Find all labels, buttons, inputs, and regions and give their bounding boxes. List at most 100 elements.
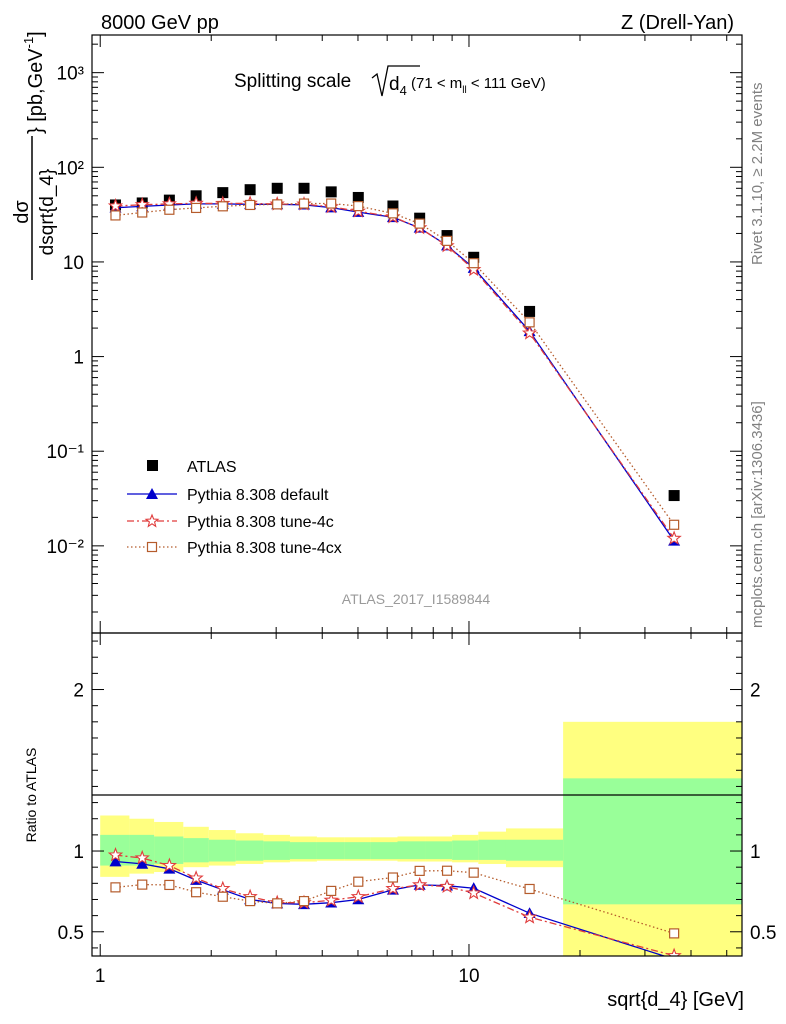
main-y-ticks: 10⁻² 10⁻¹ 1 10 10² 10³ [47,43,742,613]
ratio-point-tune4cx [110,882,121,893]
main-title: Splitting scale d4 (71 < mll < 111 GeV) [234,65,546,98]
main-point-atlas [217,187,229,199]
ratio-point-tune4cx [272,898,283,909]
ratio-point-tune4c [439,878,455,894]
main-point-tune4cx [137,207,148,218]
main-point-atlas [325,186,337,198]
x-tick-label: 10 [458,966,479,987]
ratio-point-tune4c [161,857,177,873]
ratio-band-inner [425,841,453,860]
ratio-band-inner [344,842,371,860]
ylabel-units: } [pb,GeV-1] [21,31,47,134]
header-right: Z (Drell-Yan) [621,12,734,34]
main-point-atlas [271,182,283,194]
main-point-atlas [244,184,256,196]
ratio-y-tick-label-right: 2 [750,681,761,702]
main-series-line [115,202,675,526]
ratio-point-tune4cx [191,887,202,898]
ratio-point-tune4cx [468,867,479,878]
ratio-band-inner [154,836,184,864]
main-point-atlas [387,200,399,212]
ratio-band-inner [289,842,317,860]
watermark: ATLAS_2017_I1589844 [342,591,491,607]
main-point-tune4cx [164,204,175,215]
sqrt-sign [371,65,420,97]
main-point-tune4cx [468,258,479,269]
main-point-tune4c [107,197,124,213]
ratio-point-tune4cx [217,891,228,902]
legend-label-tune4cx: Pythia 8.308 tune-4cx [187,540,342,557]
ratio-point-tune4c [188,870,204,885]
ratio-series-line [115,870,675,935]
ratio-point-tune4c [323,892,339,907]
main-point-atlas [468,251,480,263]
ratio-point-default [136,857,149,869]
legend-marker-tune4cx [146,541,158,553]
main-point-tune4c [521,325,538,340]
ratio-point-tune4c [666,947,682,956]
main-point-atlas [524,305,536,317]
main-point-tune4cx [298,198,310,209]
ratio-band-inner [397,841,426,860]
ratio-band-inner [452,840,479,860]
x-tick-label: 1 [95,966,106,987]
ratio-band-inner [263,841,290,860]
legend-marker-atlas [147,460,158,471]
ratio-band-inner [563,778,742,905]
ratio-point-tune4cx [414,865,425,876]
ratio-point-tune4cx [298,895,310,907]
ratio-band-inner [370,842,398,860]
main-point-tune4cx [272,199,283,210]
main-point-tune4cx [387,208,399,219]
ratio-point-tune4cx [164,879,175,891]
legend: ATLAS Pythia 8.308 default Pythia 8.308 … [127,459,342,557]
rivet-label: Rivet 3.1.10, ≥ 2.2M events [749,83,766,266]
ratio-series [107,847,682,956]
ratio-point-tune4c [134,849,150,865]
ratio-y-tick-label: 2 [73,681,84,702]
main-series [107,182,682,546]
main-point-tune4cx [441,235,453,246]
main-point-tune4cx [524,317,535,328]
main-point-atlas [414,212,426,224]
ratio-point-tune4cx [245,895,256,907]
ratio-point-tune4cx [353,876,364,887]
ratio-point-tune4c [412,876,428,892]
legend-marker-default [146,488,158,499]
legend-label-default: Pythia 8.308 default [187,487,329,504]
ratio-point-tune4cx [137,879,148,890]
main-y-tick-label: 10² [57,158,84,179]
ratio-point-default [109,855,122,867]
ratio-y-ticks: 0.5 0.5 1 1 2 2 [58,640,776,949]
main-point-tune4cx [353,201,364,212]
ratio-band-inner [478,839,506,860]
ratio-point-tune4c [521,909,538,924]
main-plot: 10⁻² 10⁻¹ 1 10 10² 10³ Splitting scale d4 (71… [11,31,743,634]
ratio-point-tune4c [350,888,366,904]
ratio-y-tick-label-right: 0.5 [750,923,776,944]
main-point-tune4c [666,530,682,545]
main-point-tune4cx [326,198,337,209]
ratio-y-tick-label: 0.5 [58,923,84,944]
sqrt-d4-label: d4 (71 < mll < 111 GeV) [389,74,546,98]
ratio-band-inner [235,840,264,861]
ratio-point-tune4c [107,847,124,862]
main-series-line [115,203,675,542]
ratio-plot: 0.5 0.5 1 1 2 2 1 10 Ratio to ATLAS sqrt{d_4} … [23,35,776,1011]
main-y-tick-label: 10³ [57,64,84,85]
ratio-band-inner [505,839,564,861]
main-point-atlas [668,490,680,502]
main-y-tick-label: 10⁻² [47,537,85,558]
main-point-atlas [298,182,310,194]
ratio-plot-frame [91,632,743,957]
ratio-point-tune4c [215,880,231,896]
ratio-point-tune4c [466,884,482,900]
ratio-point-tune4cx [441,865,453,876]
main-point-atlas [441,230,453,242]
main-point-tune4cx [245,199,256,211]
ratio-point-tune4cx [524,883,535,895]
main-title-text: Splitting scale [234,71,351,92]
ratio-y-tick-label: 1 [73,842,84,863]
ratio-point-tune4cx [669,928,680,939]
